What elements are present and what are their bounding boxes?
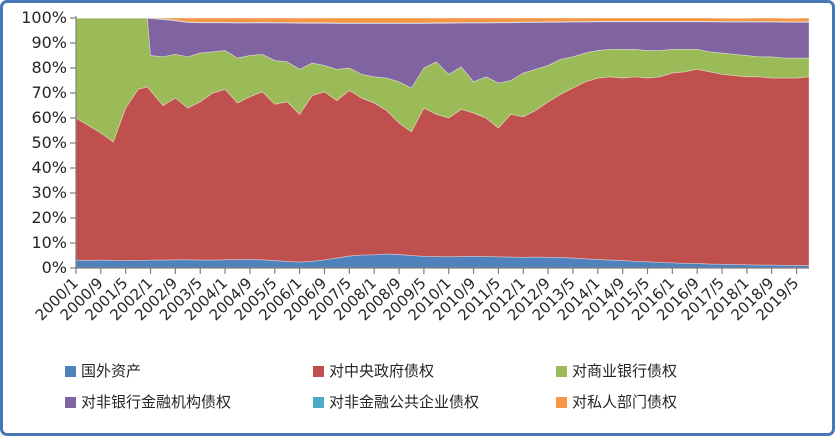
legend-label: 对非金融公共企业债权 bbox=[329, 393, 480, 411]
svg-text:60%: 60% bbox=[31, 108, 67, 127]
svg-text:40%: 40% bbox=[31, 158, 67, 177]
legend-item-private-sector-claims: 对私人部门债权 bbox=[556, 393, 805, 411]
legend-swatch-icon bbox=[65, 365, 76, 377]
svg-text:80%: 80% bbox=[31, 58, 67, 77]
legend-swatch-icon bbox=[313, 365, 324, 377]
legend-label: 对私人部门债权 bbox=[572, 393, 678, 411]
legend-item-nonfinancial-public-enterprise-claims: 对非金融公共企业债权 bbox=[313, 393, 556, 411]
svg-text:0%: 0% bbox=[42, 258, 67, 277]
legend-swatch-icon bbox=[556, 365, 567, 377]
legend-label: 对中央政府债权 bbox=[329, 362, 435, 380]
svg-text:50%: 50% bbox=[31, 133, 67, 152]
legend-swatch-icon bbox=[556, 396, 567, 408]
svg-text:20%: 20% bbox=[31, 208, 67, 227]
stacked-area-chart: 0%10%20%30%40%50%60%70%80%90%100%2000/12… bbox=[21, 8, 810, 324]
svg-text:30%: 30% bbox=[31, 183, 67, 202]
svg-text:70%: 70% bbox=[31, 83, 67, 102]
legend-item-foreign-assets: 国外资产 bbox=[65, 362, 313, 380]
legend-swatch-icon bbox=[65, 396, 76, 408]
svg-text:100%: 100% bbox=[21, 8, 67, 27]
legend-item-nonbank-financial-claims: 对非银行金融机构债权 bbox=[65, 393, 313, 411]
svg-text:90%: 90% bbox=[31, 33, 67, 52]
legend-item-commercial-bank-claims: 对商业银行债权 bbox=[556, 362, 805, 380]
chart-legend: 国外资产 对中央政府债权 对商业银行债权 对非银行金融机构债权 对非金融公共企业… bbox=[65, 362, 805, 411]
legend-swatch-icon bbox=[313, 396, 324, 408]
legend-label: 对非银行金融机构债权 bbox=[81, 393, 232, 411]
legend-label: 对商业银行债权 bbox=[572, 362, 678, 380]
legend-item-central-gov-claims: 对中央政府债权 bbox=[313, 362, 556, 380]
legend-label: 国外资产 bbox=[81, 362, 142, 380]
svg-text:10%: 10% bbox=[31, 233, 67, 252]
